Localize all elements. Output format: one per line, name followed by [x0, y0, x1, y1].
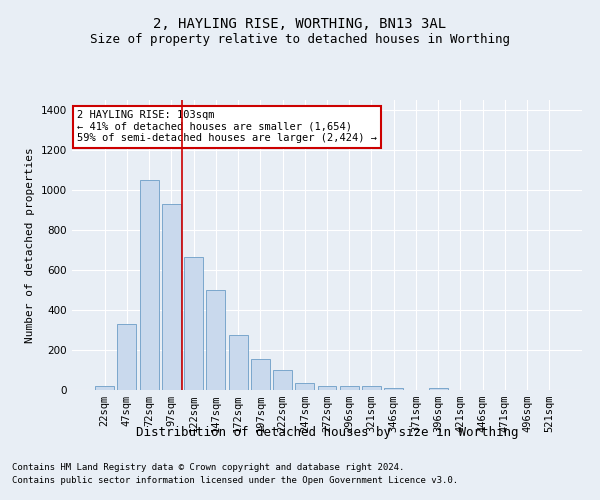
Bar — [206, 290, 225, 390]
Text: Contains public sector information licensed under the Open Government Licence v3: Contains public sector information licen… — [12, 476, 458, 485]
Y-axis label: Number of detached properties: Number of detached properties — [25, 147, 35, 343]
Bar — [251, 359, 270, 390]
Text: Distribution of detached houses by size in Worthing: Distribution of detached houses by size … — [136, 426, 518, 439]
Bar — [273, 370, 292, 390]
Bar — [384, 388, 403, 390]
Bar — [162, 204, 181, 390]
Text: Contains HM Land Registry data © Crown copyright and database right 2024.: Contains HM Land Registry data © Crown c… — [12, 464, 404, 472]
Text: Size of property relative to detached houses in Worthing: Size of property relative to detached ho… — [90, 32, 510, 46]
Text: 2 HAYLING RISE: 103sqm
← 41% of detached houses are smaller (1,654)
59% of semi-: 2 HAYLING RISE: 103sqm ← 41% of detached… — [77, 110, 377, 144]
Bar — [229, 335, 248, 390]
Bar — [340, 386, 359, 390]
Bar — [184, 257, 203, 390]
Text: 2, HAYLING RISE, WORTHING, BN13 3AL: 2, HAYLING RISE, WORTHING, BN13 3AL — [154, 18, 446, 32]
Bar — [118, 324, 136, 390]
Bar — [140, 180, 158, 390]
Bar — [95, 386, 114, 390]
Bar — [362, 386, 381, 390]
Bar — [429, 388, 448, 390]
Bar — [295, 383, 314, 390]
Bar — [317, 386, 337, 390]
